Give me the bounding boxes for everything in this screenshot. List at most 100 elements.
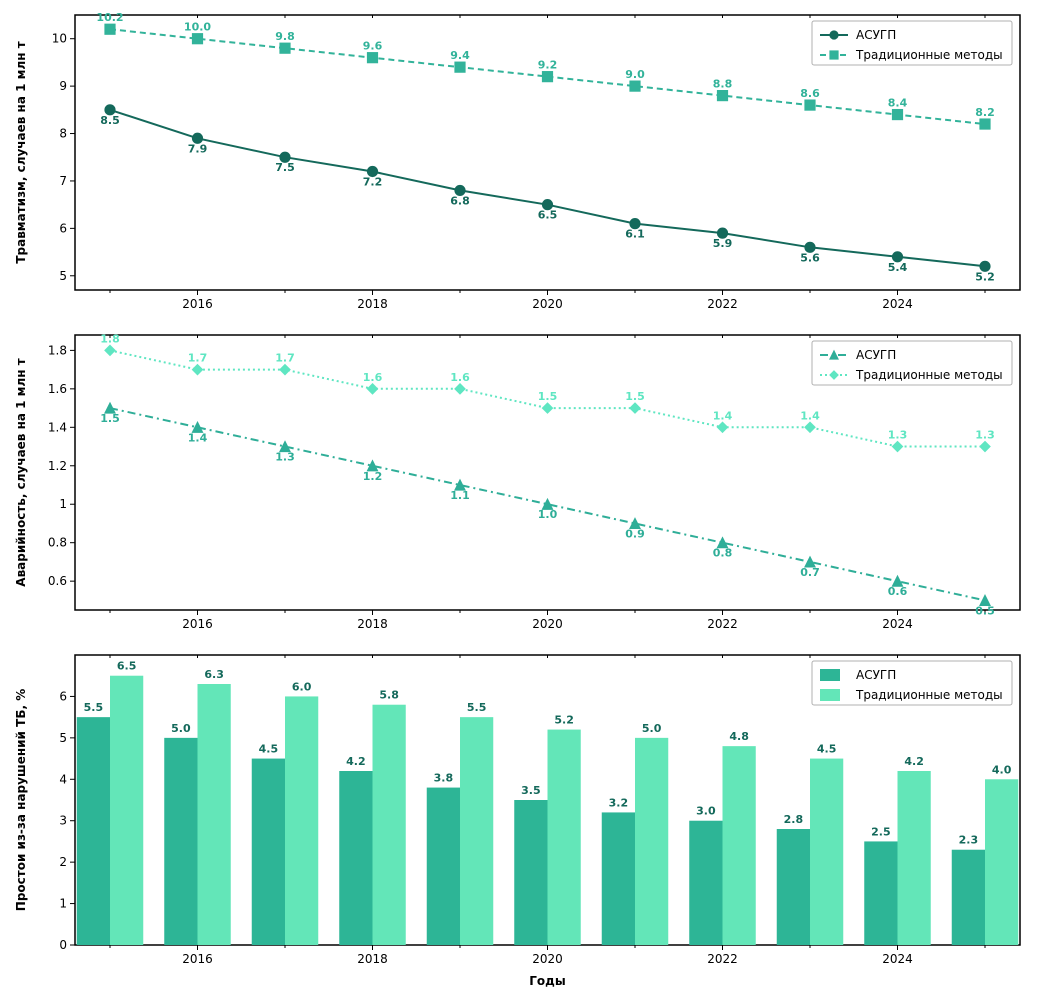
- data-label: 8.6: [800, 87, 820, 100]
- bar-downtime-1: [285, 696, 318, 945]
- y-tick-label: 8: [59, 127, 67, 141]
- data-label: 6.5: [538, 209, 558, 222]
- data-label: 10.2: [96, 11, 123, 24]
- x-tick-label: 2018: [357, 297, 388, 311]
- data-label: 2.5: [871, 825, 891, 838]
- bar-downtime-1: [723, 746, 756, 945]
- data-label: 7.9: [188, 142, 208, 155]
- x-tick-label: 2020: [532, 617, 563, 631]
- data-label: 9.2: [538, 59, 558, 72]
- bar-downtime-1: [810, 759, 843, 945]
- data-label: 5.6: [800, 251, 820, 264]
- bar-downtime-0: [777, 829, 810, 945]
- data-label: 6.3: [204, 668, 224, 681]
- data-label: 6.8: [450, 194, 470, 207]
- bar-downtime-0: [514, 800, 547, 945]
- data-label: 8.2: [975, 106, 995, 119]
- panel-injury: 567891020162018202020222024Травматизм, с…: [14, 11, 1020, 311]
- data-label: 1.5: [625, 390, 645, 403]
- y-tick-label: 3: [59, 814, 67, 828]
- data-label: 9.6: [363, 40, 383, 53]
- ylabel-injury: Травматизм, случаев на 1 млн т: [14, 41, 28, 263]
- y-tick-label: 0: [59, 938, 67, 952]
- x-tick-label: 2016: [182, 617, 213, 631]
- y-tick-label: 1.2: [48, 459, 67, 473]
- x-tick-label: 2024: [882, 617, 913, 631]
- x-tick-label: 2024: [882, 952, 913, 966]
- data-label: 1.3: [975, 429, 995, 442]
- data-label: 3.8: [434, 772, 454, 785]
- data-label: 8.4: [888, 97, 908, 110]
- y-tick-label: 6: [59, 221, 67, 235]
- data-label: 9.8: [275, 30, 295, 43]
- legend-label: Традиционные методы: [855, 368, 1003, 382]
- data-label: 1.7: [188, 352, 208, 365]
- data-label: 10.0: [184, 21, 211, 34]
- x-tick-label: 2018: [357, 617, 388, 631]
- y-tick-label: 1.6: [48, 382, 67, 396]
- data-label: 3.5: [521, 784, 541, 797]
- data-label: 5.4: [888, 261, 908, 274]
- data-label: 6.5: [117, 660, 137, 673]
- panel-downtime: 012345620162018202020222024Простои из-за…: [14, 655, 1020, 988]
- figure: 567891020162018202020222024Травматизм, с…: [0, 0, 1040, 998]
- data-label: 8.8: [713, 78, 733, 91]
- data-label: 8.5: [100, 114, 120, 127]
- legend-label: АСУГП: [856, 28, 896, 42]
- x-tick-label: 2018: [357, 952, 388, 966]
- data-label: 5.0: [171, 722, 191, 735]
- data-label: 1.5: [100, 412, 120, 425]
- x-tick-label: 2022: [707, 297, 738, 311]
- data-label: 5.2: [554, 714, 574, 727]
- chart-svg: 567891020162018202020222024Травматизм, с…: [0, 0, 1040, 998]
- x-tick-label: 2024: [882, 297, 913, 311]
- legend-label: Традиционные методы: [855, 688, 1003, 702]
- data-label: 3.0: [696, 805, 716, 818]
- x-tick-label: 2020: [532, 297, 563, 311]
- y-tick-label: 1: [59, 897, 67, 911]
- bar-downtime-1: [898, 771, 931, 945]
- bar-downtime-0: [77, 717, 110, 945]
- data-label: 2.3: [959, 834, 979, 847]
- legend-label: АСУГП: [856, 348, 896, 362]
- data-label: 0.5: [975, 604, 995, 617]
- bar-downtime-1: [373, 705, 406, 945]
- y-tick-label: 2: [59, 855, 67, 869]
- data-label: 1.7: [275, 352, 295, 365]
- y-tick-label: 1.8: [48, 343, 67, 357]
- data-label: 0.9: [625, 527, 645, 540]
- y-tick-label: 0.6: [48, 574, 67, 588]
- y-tick-label: 0.8: [48, 536, 67, 550]
- data-label: 1.2: [363, 470, 383, 483]
- data-label: 1.8: [100, 332, 120, 345]
- data-label: 1.0: [538, 508, 558, 521]
- data-label: 5.5: [84, 701, 104, 714]
- legend-downtime: АСУГПТрадиционные методы: [812, 661, 1012, 705]
- bar-downtime-0: [427, 788, 460, 945]
- data-label: 4.0: [992, 763, 1012, 776]
- data-label: 1.4: [800, 409, 820, 422]
- x-tick-label: 2020: [532, 952, 563, 966]
- data-label: 5.2: [975, 270, 995, 283]
- x-tick-label: 2016: [182, 952, 213, 966]
- data-label: 4.8: [729, 730, 749, 743]
- data-label: 9.0: [625, 68, 645, 81]
- data-label: 1.4: [713, 409, 733, 422]
- bar-downtime-1: [635, 738, 668, 945]
- data-label: 1.6: [450, 371, 470, 384]
- data-label: 1.3: [275, 451, 295, 464]
- data-label: 4.2: [904, 755, 924, 768]
- y-tick-label: 1.4: [48, 420, 67, 434]
- bar-downtime-1: [548, 730, 581, 945]
- xlabel: Годы: [529, 974, 565, 988]
- data-label: 9.4: [450, 49, 470, 62]
- x-tick-label: 2022: [707, 617, 738, 631]
- data-label: 5.0: [642, 722, 662, 735]
- data-label: 5.8: [379, 689, 399, 702]
- data-label: 7.2: [363, 175, 383, 188]
- bar-downtime-0: [864, 841, 897, 945]
- data-label: 6.1: [625, 228, 645, 241]
- bar-downtime-1: [460, 717, 493, 945]
- x-tick-label: 2022: [707, 952, 738, 966]
- y-tick-label: 5: [59, 731, 67, 745]
